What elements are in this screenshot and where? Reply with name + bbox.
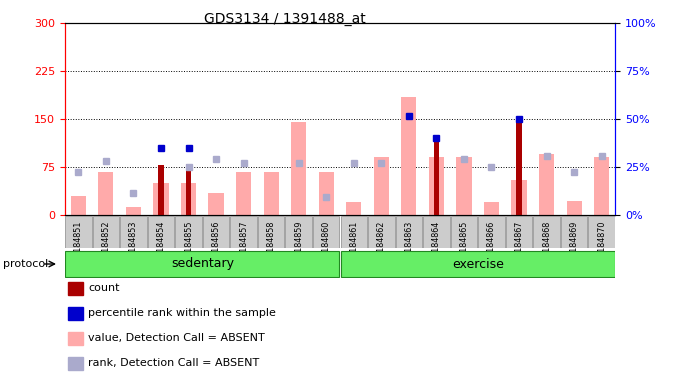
Bar [368, 216, 394, 248]
Bar [484, 202, 499, 215]
Text: GSM184853: GSM184853 [129, 221, 138, 269]
Text: GSM184869: GSM184869 [570, 221, 579, 269]
Bar [264, 172, 279, 215]
Text: GSM184864: GSM184864 [432, 221, 441, 269]
Text: GSM184855: GSM184855 [184, 221, 193, 270]
Bar [423, 216, 449, 248]
Bar [341, 251, 615, 277]
Bar [561, 216, 588, 248]
Bar [313, 216, 339, 248]
Bar [594, 157, 609, 215]
Bar [533, 216, 560, 248]
Bar [65, 216, 92, 248]
Bar [186, 164, 191, 215]
Bar [154, 183, 169, 215]
Bar [456, 157, 471, 215]
Bar [346, 202, 361, 215]
Bar [71, 196, 86, 215]
Text: GSM184854: GSM184854 [156, 221, 165, 269]
Bar [291, 122, 306, 215]
Bar [203, 216, 229, 248]
Bar [209, 193, 224, 215]
Text: value, Detection Call = ABSENT: value, Detection Call = ABSENT [88, 333, 265, 343]
Bar [539, 154, 554, 215]
Text: GSM184865: GSM184865 [460, 221, 469, 269]
Text: GSM184852: GSM184852 [101, 221, 110, 270]
Text: percentile rank within the sample: percentile rank within the sample [88, 308, 276, 318]
Bar [511, 180, 526, 215]
Text: GSM184866: GSM184866 [487, 221, 496, 269]
Bar [99, 172, 114, 215]
Text: GSM184867: GSM184867 [515, 221, 524, 269]
Bar [92, 216, 119, 248]
Bar [516, 119, 522, 215]
Bar [148, 216, 174, 248]
Bar [286, 216, 312, 248]
Bar [158, 165, 164, 215]
Text: GSM184870: GSM184870 [597, 221, 606, 269]
Bar [175, 216, 202, 248]
Text: GSM184859: GSM184859 [294, 221, 303, 270]
Bar [588, 216, 615, 248]
Bar [341, 216, 367, 248]
Bar [434, 135, 439, 215]
Text: GSM184862: GSM184862 [377, 221, 386, 269]
Text: rank, Detection Call = ABSENT: rank, Detection Call = ABSENT [88, 358, 260, 368]
Text: GSM184860: GSM184860 [322, 221, 330, 269]
Bar [181, 183, 196, 215]
Bar [236, 172, 251, 215]
Bar [120, 216, 147, 248]
Bar [566, 201, 581, 215]
Bar [396, 216, 422, 248]
Text: GSM184863: GSM184863 [405, 221, 413, 269]
Bar [429, 157, 444, 215]
Text: GSM184868: GSM184868 [542, 221, 551, 269]
Bar [401, 97, 416, 215]
Text: count: count [88, 283, 120, 293]
Text: GDS3134 / 1391488_at: GDS3134 / 1391488_at [204, 12, 366, 25]
Bar [319, 172, 334, 215]
Text: GSM184858: GSM184858 [267, 221, 275, 269]
Text: GSM184856: GSM184856 [211, 221, 220, 269]
Bar [65, 251, 339, 277]
Bar [126, 207, 141, 215]
Text: GSM184857: GSM184857 [239, 221, 248, 270]
Text: protocol: protocol [3, 259, 49, 269]
Bar [258, 216, 284, 248]
Bar [374, 157, 389, 215]
Bar [478, 216, 505, 248]
Text: GSM184851: GSM184851 [74, 221, 83, 269]
Text: sedentary: sedentary [171, 258, 234, 270]
Bar [451, 216, 477, 248]
Text: exercise: exercise [452, 258, 504, 270]
Bar [506, 216, 532, 248]
Text: GSM184861: GSM184861 [350, 221, 358, 269]
Bar [231, 216, 257, 248]
